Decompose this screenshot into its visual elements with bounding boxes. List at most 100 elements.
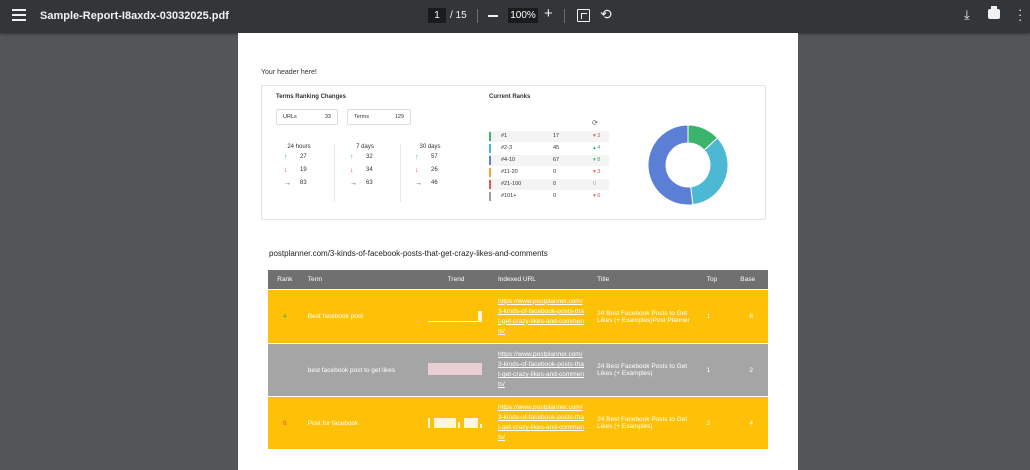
arrow-down-icon: ↓ [350,167,354,174]
arrow-right-icon: → [350,180,357,187]
rank-change: ▴ 4 [593,145,601,151]
rank-label: #21-100 [501,181,522,187]
rank-row-2-3: #2-3 45 ▴ 4 [489,143,609,154]
trend-sparkline [428,416,484,428]
base-cell: 8 [734,289,768,344]
rankings-table: Rank Term Trend Indexed URL Title Top Ba… [268,270,768,449]
period-label: 30 days [419,144,441,150]
term-cell: Post for facebook [301,396,421,449]
divider [400,144,401,202]
menu-icon[interactable] [12,9,26,23]
rank-value: 0 [553,169,557,175]
rank-label: #1 [501,133,508,139]
rank-label: #101+ [501,193,517,199]
rank-color-swatch [489,156,491,165]
arrow-down-icon: ↓ [415,167,419,174]
fit-page-icon[interactable] [577,9,590,22]
rank-row-11-20: #11-20 0 ▾ 3 [489,167,609,178]
current-ranks-donut-chart [647,124,729,206]
title-cell: 24 Best Facebook Posts to Get Likes (+ E… [591,343,701,397]
trend-sparkline [428,363,484,375]
urls-stat: URLs 33 [276,109,338,125]
rank-value: 0 [553,181,557,187]
title-cell: 24 Best Facebook Posts to Get Likes (+ E… [591,289,701,344]
indexed-url-link[interactable]: https://www.postplanner.com/3-kinds-of-f… [497,404,584,441]
terms-value: 129 [394,114,404,120]
period-up: 27 [300,154,307,160]
download-icon[interactable]: ⤓ [964,7,970,22]
indexed-url-cell: https://www.postplanner.com/3-kinds-of-f… [491,396,592,449]
arrow-up-icon: ↑ [350,154,354,161]
urls-label: URLs [283,114,297,120]
column-header-rank: Rank [268,270,302,290]
period-same: 83 [300,180,307,186]
rank-change: ▾ 8 [593,157,601,163]
donut-segment--4-10 [647,124,694,206]
rank-row-101-plus: #101+ 0 ▾ 6 [489,191,609,202]
toolbar-actions: ⤓ · · · [960,2,1030,27]
rank-cell: 4 [268,289,302,344]
period-label: 7 days [356,144,374,150]
rank-label: #11-20 [501,169,518,175]
period-same: 46 [431,180,438,186]
document-title: Sample-Report-I8axdx-03032025.pdf [40,10,229,22]
url-heading: postplanner.com/3-kinds-of-facebook-post… [269,249,548,258]
table-header-row: Rank Term Trend Indexed URL Title Top Ba… [268,270,768,290]
divider [564,9,565,23]
print-icon[interactable] [988,6,1000,19]
table-row: 6 Post for facebook https://www.postplan… [268,396,768,449]
rank-value: 17 [553,133,560,139]
urls-value: 33 [324,114,331,120]
rank-row-1: #1 17 ▾ 3 [489,131,609,142]
arrow-up-icon: ↑ [415,154,419,161]
rank-color-swatch [489,180,491,189]
rank-value: 45 [553,145,560,151]
arrow-right-icon: → [284,180,291,187]
indexed-url-link[interactable]: https://www.postplanner.com/3-kinds-of-f… [497,351,584,388]
rank-row-21-100: #21-100 0 0 [489,179,609,190]
rank-color-swatch [489,192,491,201]
column-header-title: Title [591,270,701,290]
rank-cell [268,343,302,397]
pdf-toolbar: Sample-Report-I8axdx-03032025.pdf 1 / 15… [0,0,1030,33]
arrow-up-icon: ↑ [284,154,288,161]
rank-change: ▾ 6 [593,193,601,199]
trend-sparkline [428,310,484,322]
period-label: 24 hours [287,144,311,150]
reload-icon[interactable]: ⟳ [592,120,598,127]
rank-row-4-10: #4-10 67 ▾ 8 [489,155,609,166]
top-cell: 1 [700,343,735,397]
title-cell: 24 Best Facebook Posts to Get Likes (+ E… [591,396,701,449]
terms-ranking-title: Terms Ranking Changes [276,94,346,100]
report-header: Your header here! [261,69,317,76]
rank-change: ▾ 3 [593,169,601,175]
more-options-icon[interactable]: · · · [1018,2,1023,27]
rank-label: #4-10 [501,157,516,163]
rotate-icon[interactable]: ⟲ [600,6,612,22]
terms-stat: Terms 129 [347,109,411,125]
divider [334,144,335,202]
period-up: 32 [366,154,373,160]
zoom-input[interactable]: 100% [508,8,538,23]
table-row: 4 Best facebook post https://www.postpla… [268,289,768,344]
zoom-out-button[interactable] [488,15,498,17]
period-7d: 7 days ↑ 32 ↓ 34 → 63 [340,144,390,193]
top-cell: 1 [700,289,735,344]
zoom-in-button[interactable]: + [544,5,553,22]
table-row: best facebook post to get likes https://… [268,343,768,397]
summary-card: Terms Ranking Changes URLs 33 Terms 129 … [261,85,766,220]
rank-color-swatch [489,144,491,153]
period-down: 26 [431,167,438,173]
rank-change: ▾ 3 [593,133,601,139]
page-number-input[interactable]: 1 [428,8,446,23]
rank-label: #2-3 [501,145,513,151]
column-header-base: Base [734,270,768,290]
indexed-url-link[interactable]: https://www.postplanner.com/3-kinds-of-f… [497,297,584,335]
period-same: 63 [366,180,373,186]
column-header-trend: Trend [420,270,492,290]
rank-value: 0 [553,193,557,199]
top-cell: 2 [700,396,735,449]
rank-change: 0 [593,181,597,187]
trend-cell [420,343,492,397]
period-24h: 24 hours ↑ 27 ↓ 19 → 83 [274,144,324,193]
